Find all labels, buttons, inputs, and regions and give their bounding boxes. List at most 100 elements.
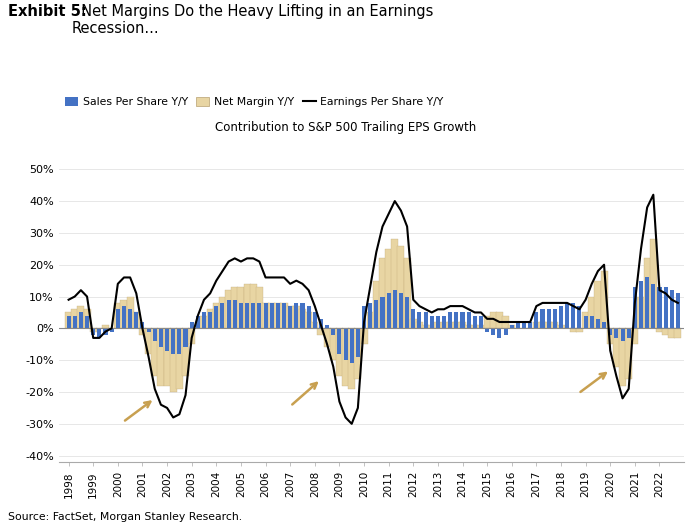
Bar — [151, 328, 158, 376]
Bar — [133, 312, 140, 328]
Bar — [220, 303, 225, 328]
Bar — [178, 328, 182, 354]
Bar — [214, 306, 218, 328]
Bar — [337, 328, 341, 354]
Bar — [608, 328, 612, 335]
Text: Exhibit 5:: Exhibit 5: — [8, 4, 87, 19]
Bar — [373, 281, 380, 328]
Bar — [362, 306, 366, 328]
Bar — [448, 312, 452, 328]
Bar — [268, 303, 275, 328]
Bar — [90, 328, 97, 332]
Bar — [66, 316, 70, 328]
Bar — [262, 303, 269, 328]
Bar — [674, 328, 681, 338]
Bar — [465, 325, 472, 328]
Bar — [269, 303, 274, 328]
Bar — [122, 306, 126, 328]
Bar — [559, 306, 563, 328]
Bar — [84, 309, 91, 328]
Bar — [638, 297, 645, 328]
Bar — [459, 322, 466, 328]
Bar — [71, 309, 78, 328]
Bar — [416, 322, 423, 328]
Bar — [348, 328, 355, 389]
Bar — [424, 312, 428, 328]
Bar — [662, 328, 669, 335]
Bar — [643, 258, 651, 328]
Bar — [145, 328, 152, 354]
Bar — [356, 328, 360, 357]
Bar — [411, 309, 415, 328]
Bar — [225, 290, 232, 328]
Bar — [126, 297, 133, 328]
Bar — [540, 309, 545, 328]
Bar — [73, 316, 77, 328]
Bar — [621, 328, 625, 341]
Bar — [428, 325, 435, 328]
Bar — [114, 303, 122, 328]
Bar — [633, 287, 637, 328]
Bar — [632, 328, 638, 344]
Bar — [170, 328, 177, 392]
Bar — [281, 303, 287, 328]
Bar — [435, 322, 442, 328]
Bar — [397, 246, 404, 328]
Bar — [534, 312, 538, 328]
Bar — [139, 328, 146, 335]
Bar — [627, 328, 631, 338]
Bar — [576, 328, 583, 332]
Bar — [77, 306, 84, 328]
Bar — [182, 328, 189, 376]
Bar — [490, 312, 497, 328]
Bar — [430, 316, 434, 328]
Bar — [570, 328, 577, 332]
Bar — [293, 306, 300, 328]
Bar — [596, 319, 600, 328]
Bar — [120, 300, 128, 328]
Text: Contribution to S&P 500 Trailing EPS Growth: Contribution to S&P 500 Trailing EPS Gro… — [215, 121, 476, 134]
Bar — [645, 277, 649, 328]
Bar — [553, 309, 557, 328]
Bar — [65, 312, 72, 328]
Bar — [545, 322, 552, 328]
Bar — [594, 281, 601, 328]
Bar — [516, 322, 520, 328]
Bar — [116, 309, 120, 328]
Bar — [565, 303, 569, 328]
Bar — [619, 328, 626, 386]
Bar — [213, 303, 220, 328]
Bar — [496, 312, 503, 328]
Bar — [657, 287, 661, 328]
Bar — [171, 328, 176, 354]
Bar — [200, 316, 207, 328]
Bar — [498, 328, 502, 338]
Bar — [305, 312, 312, 328]
Bar — [508, 325, 515, 328]
Bar — [404, 258, 410, 328]
Bar — [249, 284, 257, 328]
Bar — [252, 303, 255, 328]
Bar — [128, 309, 132, 328]
Bar — [276, 303, 280, 328]
Bar — [589, 316, 594, 328]
Bar — [311, 322, 319, 328]
Bar — [582, 312, 589, 328]
Bar — [188, 328, 195, 344]
Bar — [288, 306, 292, 328]
Bar — [79, 312, 83, 328]
Bar — [354, 328, 361, 379]
Bar — [491, 328, 495, 335]
Bar — [375, 300, 379, 328]
Bar — [368, 303, 372, 328]
Bar — [504, 328, 508, 335]
Bar — [317, 328, 325, 335]
Bar — [477, 325, 484, 328]
Bar — [656, 328, 663, 332]
Bar — [319, 319, 323, 328]
Bar — [301, 303, 305, 328]
Bar — [274, 303, 281, 328]
Bar — [263, 303, 267, 328]
Bar — [533, 322, 540, 328]
Bar — [342, 328, 349, 386]
